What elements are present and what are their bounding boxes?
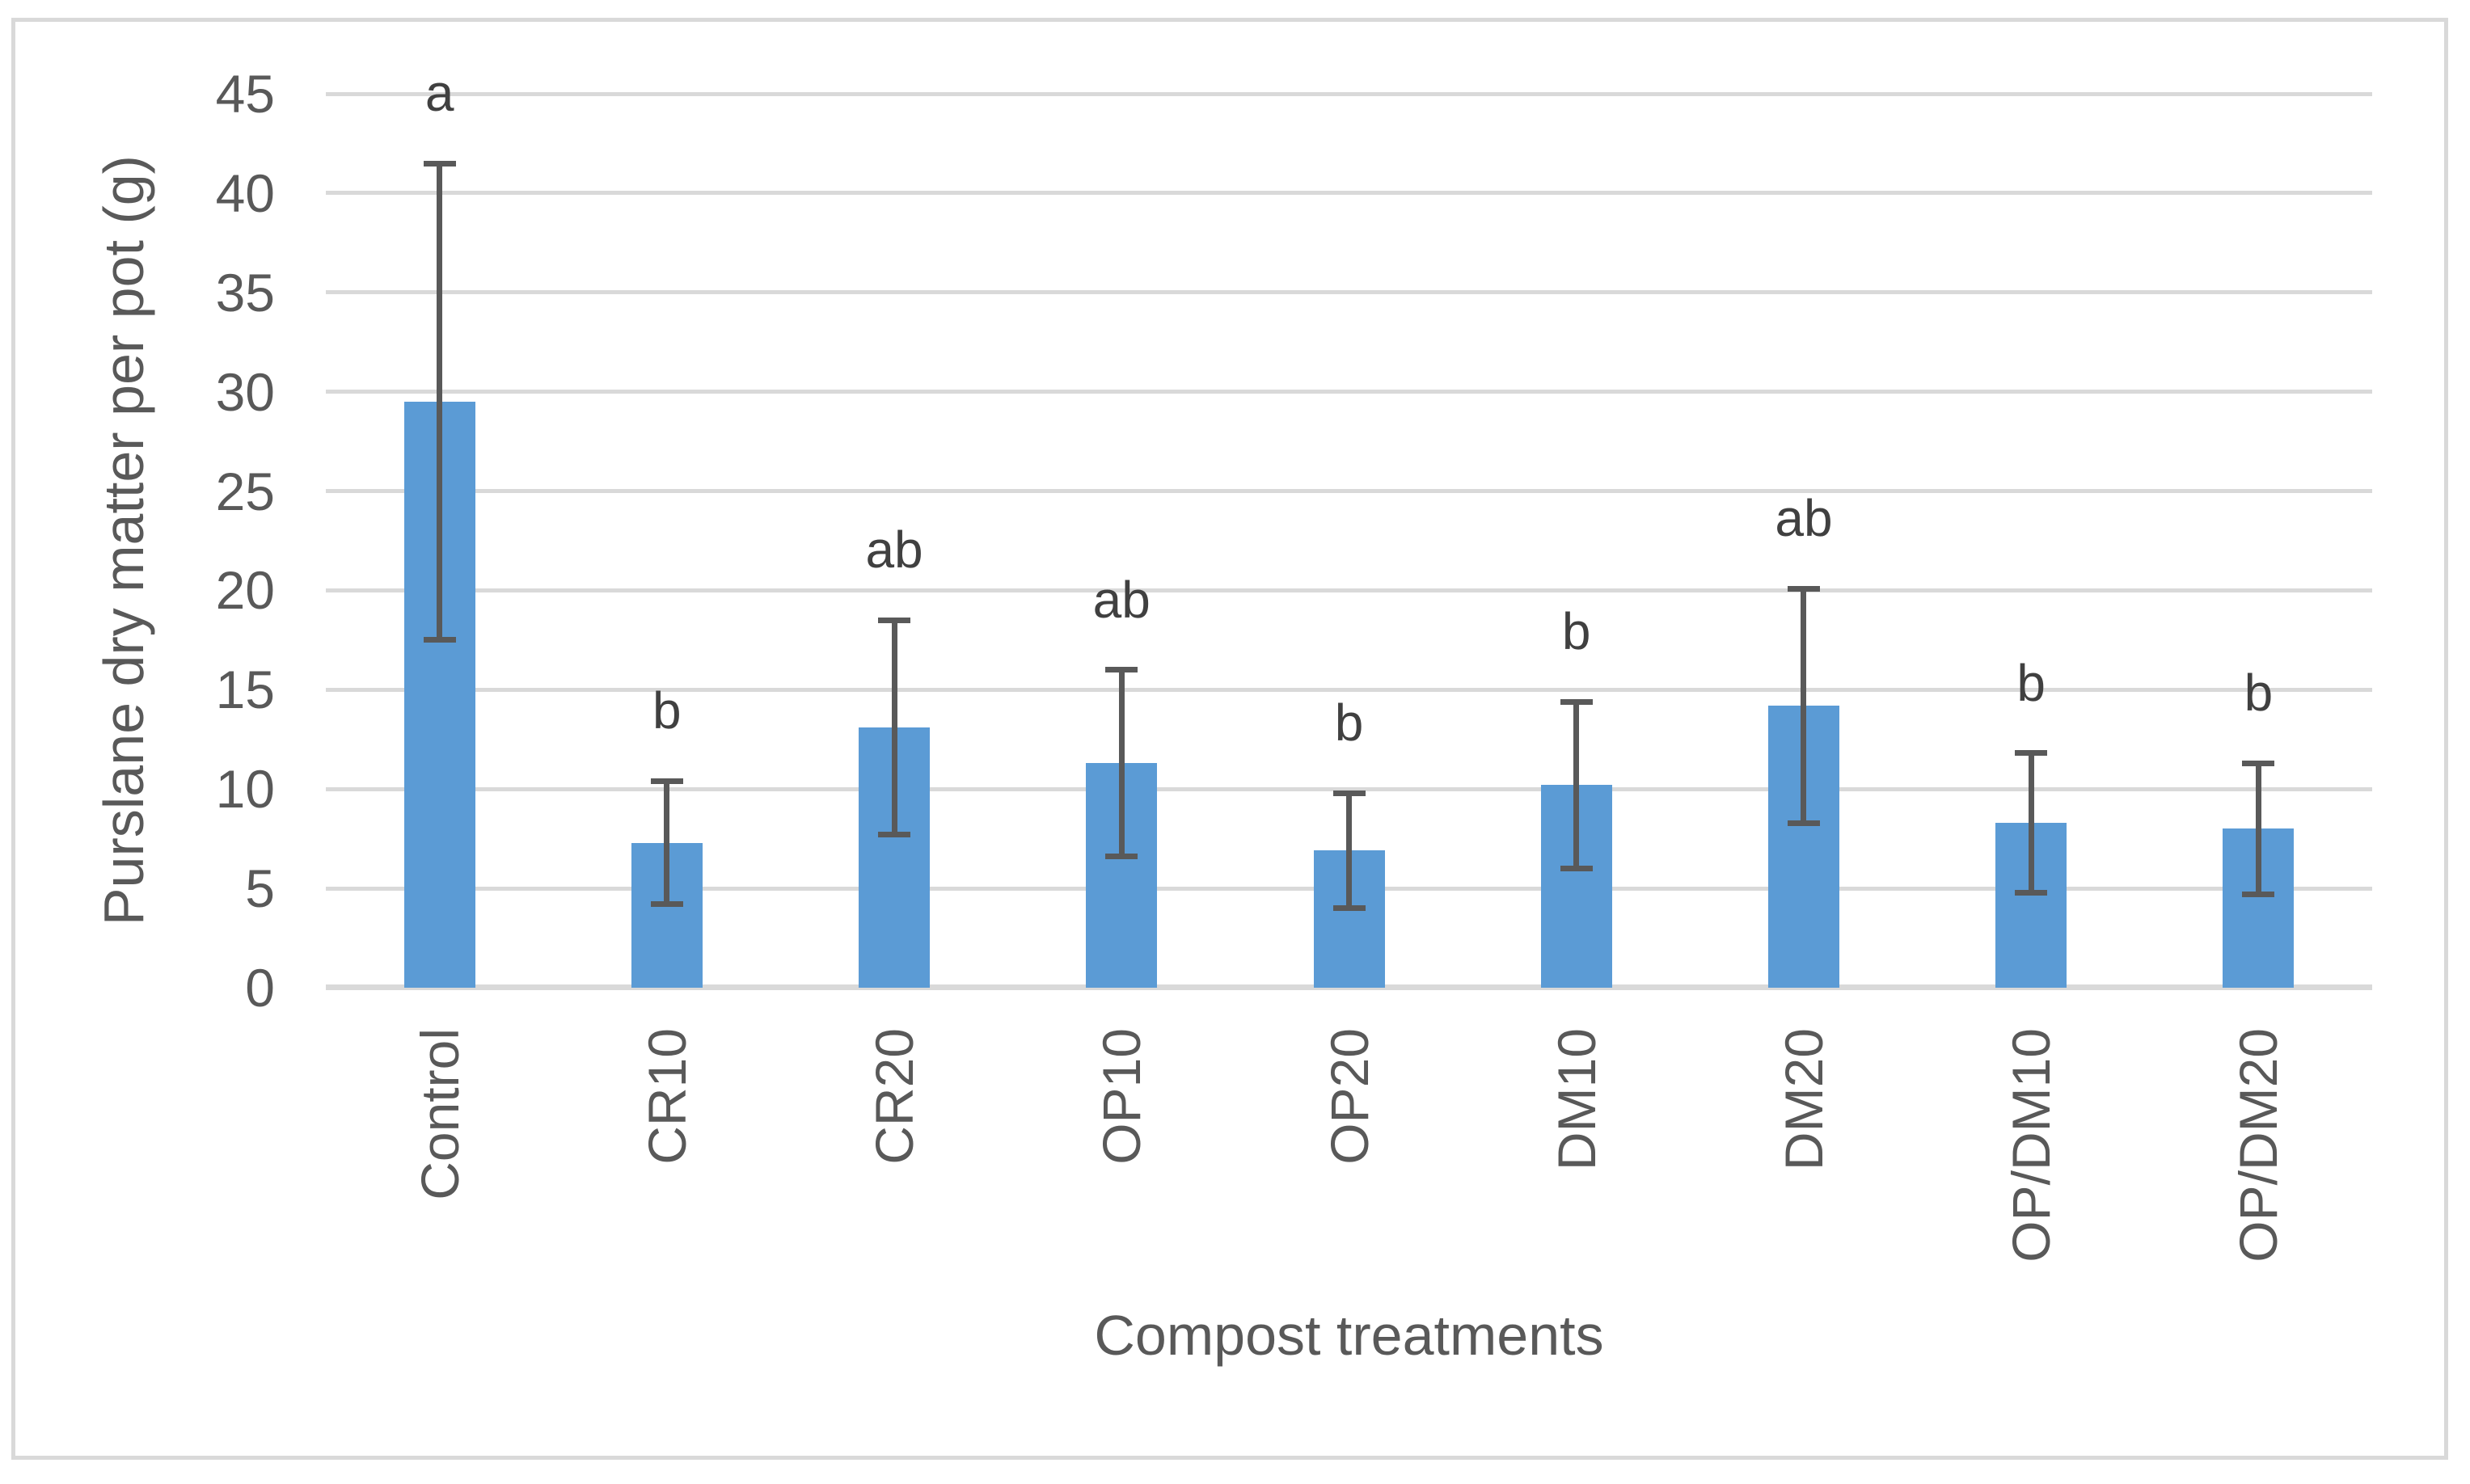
y-tick-label: 45 — [215, 64, 275, 124]
error-bar-cap-bottom — [650, 901, 683, 908]
y-tick-label: 10 — [215, 759, 275, 820]
error-bar-cap-top — [2015, 750, 2048, 757]
x-tick-label-text: CR20 — [864, 1028, 925, 1165]
significance-letter: b — [652, 681, 682, 740]
y-tick-label: 5 — [245, 858, 275, 919]
error-bar-whisker — [2255, 763, 2261, 895]
error-bar-whisker — [891, 620, 897, 835]
x-axis-title: Compost treatments — [1094, 1304, 1604, 1367]
error-bar-cap-top — [1560, 698, 1593, 705]
x-tick-label-text: OP/DM10 — [2001, 1028, 2062, 1263]
error-bar-whisker — [664, 781, 670, 904]
plot-area: a b ab ab b b ab b b — [326, 67, 2372, 990]
significance-letter: b — [1334, 694, 1364, 753]
x-tick-label: DM10 — [1544, 1028, 1609, 1170]
x-tick-label: Control — [407, 1028, 472, 1200]
significance-letter: b — [2244, 664, 2274, 723]
y-tick-label: 25 — [215, 461, 275, 521]
error-bar-whisker — [1346, 793, 1352, 909]
error-bar-whisker — [437, 163, 443, 640]
x-tick-label-text: OP20 — [1319, 1028, 1379, 1165]
gridline-20 — [326, 588, 2372, 592]
x-tick-label: DM20 — [1771, 1028, 1836, 1170]
significance-letter: ab — [1092, 570, 1151, 629]
x-tick-label: CR10 — [635, 1028, 699, 1165]
x-tick-label: OP/DM20 — [2226, 1028, 2291, 1263]
gridline-15 — [326, 687, 2372, 692]
y-tick-label: 20 — [215, 560, 275, 621]
gridline-25 — [326, 489, 2372, 494]
x-tick-label: OP/DM10 — [1999, 1028, 2063, 1263]
error-bar-cap-top — [423, 160, 456, 167]
error-bar-whisker — [1118, 669, 1125, 857]
error-bar-cap-top — [2242, 760, 2275, 766]
error-bar-whisker — [1801, 588, 1807, 824]
error-bar-whisker — [2028, 753, 2034, 893]
gridline-30 — [326, 390, 2372, 394]
significance-letter: ab — [1775, 489, 1833, 547]
error-bar-cap-top — [878, 617, 911, 623]
x-tick-label-text: CR10 — [636, 1028, 697, 1165]
error-bar-cap-top — [1332, 790, 1366, 796]
y-tick-labels: 0 5 10 15 20 25 30 35 40 45 — [0, 67, 275, 1014]
gridline-40 — [326, 191, 2372, 196]
significance-letter: b — [1561, 602, 1591, 661]
gridline-10 — [326, 786, 2372, 791]
y-tick-label: 35 — [215, 262, 275, 323]
y-tick-label: 40 — [215, 162, 275, 223]
error-bar-cap-bottom — [1787, 820, 1820, 826]
error-bar-cap-bottom — [878, 832, 911, 838]
y-tick-label: 0 — [245, 958, 275, 1018]
gridline-35 — [326, 290, 2372, 295]
error-bar-cap-bottom — [423, 637, 456, 643]
significance-letter: ab — [865, 521, 923, 580]
significance-letter: a — [424, 64, 454, 123]
error-bar-whisker — [1573, 702, 1580, 869]
significance-letter: b — [2016, 653, 2046, 712]
x-tick-label-text: Control — [409, 1028, 470, 1200]
x-tick-label: CR20 — [862, 1028, 927, 1165]
y-tick-label: 30 — [215, 361, 275, 422]
x-tick-label: OP20 — [1317, 1028, 1382, 1165]
error-bar-cap-bottom — [1560, 866, 1593, 872]
error-bar-cap-bottom — [1105, 854, 1138, 860]
x-tick-label: OP10 — [1089, 1028, 1154, 1165]
error-bar-cap-top — [1105, 667, 1138, 673]
x-tick-label-text: OP10 — [1091, 1028, 1152, 1165]
error-bar-cap-bottom — [1332, 905, 1366, 912]
error-bar-cap-top — [1787, 585, 1820, 592]
error-bar-cap-top — [650, 778, 683, 784]
x-tick-label-text: DM10 — [1546, 1028, 1607, 1171]
error-bar-cap-bottom — [2015, 889, 2048, 896]
x-tick-label-text: DM20 — [1773, 1028, 1834, 1171]
x-tick-label-text: OP/DM20 — [2228, 1028, 2289, 1263]
gridline-45 — [326, 91, 2372, 96]
y-tick-label: 15 — [215, 660, 275, 720]
error-bar-cap-bottom — [2242, 892, 2275, 897]
